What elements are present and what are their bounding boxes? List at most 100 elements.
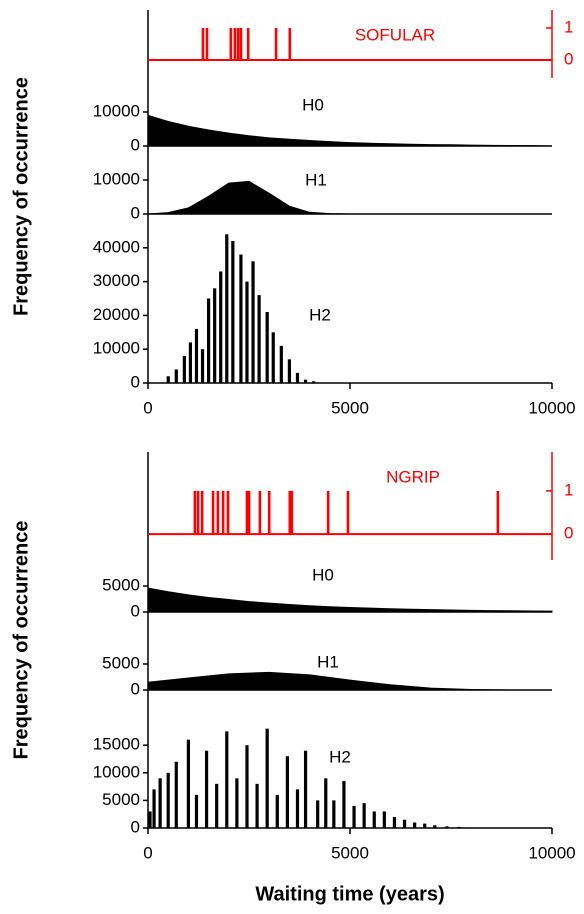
event-bar [211, 490, 215, 535]
histogram-bar [413, 822, 417, 828]
histogram-bar [271, 332, 275, 383]
histogram-bar [352, 805, 356, 828]
x-tick-label: 0 [143, 843, 152, 862]
event-bar [267, 490, 271, 535]
event-bar [245, 490, 249, 535]
x-tick-label: 10000 [528, 843, 575, 862]
event-bar [196, 490, 200, 535]
y2-tick-label: 1 [564, 17, 573, 36]
y-tick-label: 0 [131, 679, 140, 698]
series-label: H1 [317, 652, 339, 671]
y-axis-label: Frequency of occurrence [10, 77, 32, 316]
histogram-bar [251, 261, 255, 383]
chart-title: SOFULAR [355, 25, 435, 44]
x-tick-label: 5000 [331, 398, 369, 417]
histogram-bar [174, 761, 178, 828]
histogram-bar [207, 298, 211, 383]
event-bar [205, 27, 209, 61]
histogram-bar [148, 811, 152, 828]
event-bar [496, 490, 500, 535]
y-tick-label: 5000 [102, 575, 140, 594]
event-bar [221, 490, 225, 535]
event-bar [236, 27, 240, 61]
histogram-bar [225, 731, 229, 828]
histogram-bar [469, 827, 473, 828]
y-tick-label: 0 [131, 135, 140, 154]
histogram-bar [174, 369, 178, 383]
y-tick-label: 10000 [93, 339, 140, 358]
series-label: H2 [329, 747, 351, 766]
event-bar [229, 27, 233, 61]
series-label: H2 [309, 305, 331, 324]
histogram-bar [275, 794, 279, 828]
y-tick-label: 5000 [102, 790, 140, 809]
y-tick-label: 0 [131, 817, 140, 836]
histogram-bar [225, 234, 229, 383]
event-bar [288, 490, 292, 535]
histogram-bar [152, 789, 156, 828]
y-tick-label: 10000 [93, 169, 140, 188]
histogram-bar [182, 355, 186, 383]
histogram-area [147, 671, 552, 691]
histogram-bar [362, 803, 366, 828]
event-bar [326, 490, 330, 535]
histogram-area [147, 587, 553, 613]
event-bar [216, 490, 220, 535]
histogram-bar [166, 772, 170, 828]
histogram-bar [295, 372, 300, 383]
y-tick-label: 30000 [93, 271, 140, 290]
y-tick-label: 0 [131, 372, 140, 391]
y-tick-label: 5000 [102, 653, 140, 672]
histogram-area [147, 180, 371, 215]
histogram-bar [245, 281, 249, 383]
histogram-bar [231, 241, 235, 383]
histogram-bar [457, 826, 461, 828]
histogram-bar [215, 783, 219, 828]
histogram-bar [303, 379, 308, 383]
event-bar [290, 490, 294, 535]
histogram-bar [303, 750, 308, 828]
histogram-bar [186, 739, 190, 828]
histogram-bar [213, 288, 217, 383]
series-label: H1 [305, 170, 327, 189]
histogram-bar [194, 328, 199, 383]
histogram-bar [245, 745, 249, 828]
histogram-bar [255, 783, 259, 828]
event-bar [200, 490, 204, 535]
event-bar [247, 490, 251, 535]
histogram-bar [279, 345, 283, 383]
event-bar [239, 27, 243, 61]
event-bar [246, 27, 250, 61]
histogram-bar [372, 811, 376, 828]
event-bar [346, 490, 350, 535]
event-bar [226, 490, 230, 535]
series-label: H0 [312, 565, 334, 584]
histogram-bar [287, 359, 291, 383]
histogram-bar [433, 825, 437, 828]
histogram-bar [316, 800, 320, 828]
y2-tick-label: 1 [564, 480, 573, 499]
y-tick-label: 10000 [93, 101, 140, 120]
y2-tick-label: 0 [564, 50, 573, 69]
histogram-bar [312, 381, 316, 383]
event-bar [274, 27, 278, 61]
histogram-bar [324, 778, 328, 828]
histogram-bar [166, 376, 170, 383]
event-bar [201, 27, 205, 61]
histogram-bar [423, 823, 427, 828]
histogram-bar [392, 816, 397, 828]
histogram-bar [265, 312, 269, 383]
histogram-bar [219, 271, 223, 383]
x-axis-label: Waiting time (years) [255, 883, 444, 905]
y2-tick-label: 0 [564, 524, 573, 543]
y-tick-label: 15000 [93, 735, 140, 754]
histogram-bar [285, 756, 289, 828]
histogram-bar [239, 254, 243, 383]
y-axis-label: Frequency of occurrence [10, 521, 32, 760]
histogram-bar [382, 811, 386, 828]
event-bar [193, 490, 197, 535]
histogram-bar [332, 800, 336, 828]
histogram-bar [445, 826, 449, 828]
y-tick-label: 40000 [93, 237, 140, 256]
